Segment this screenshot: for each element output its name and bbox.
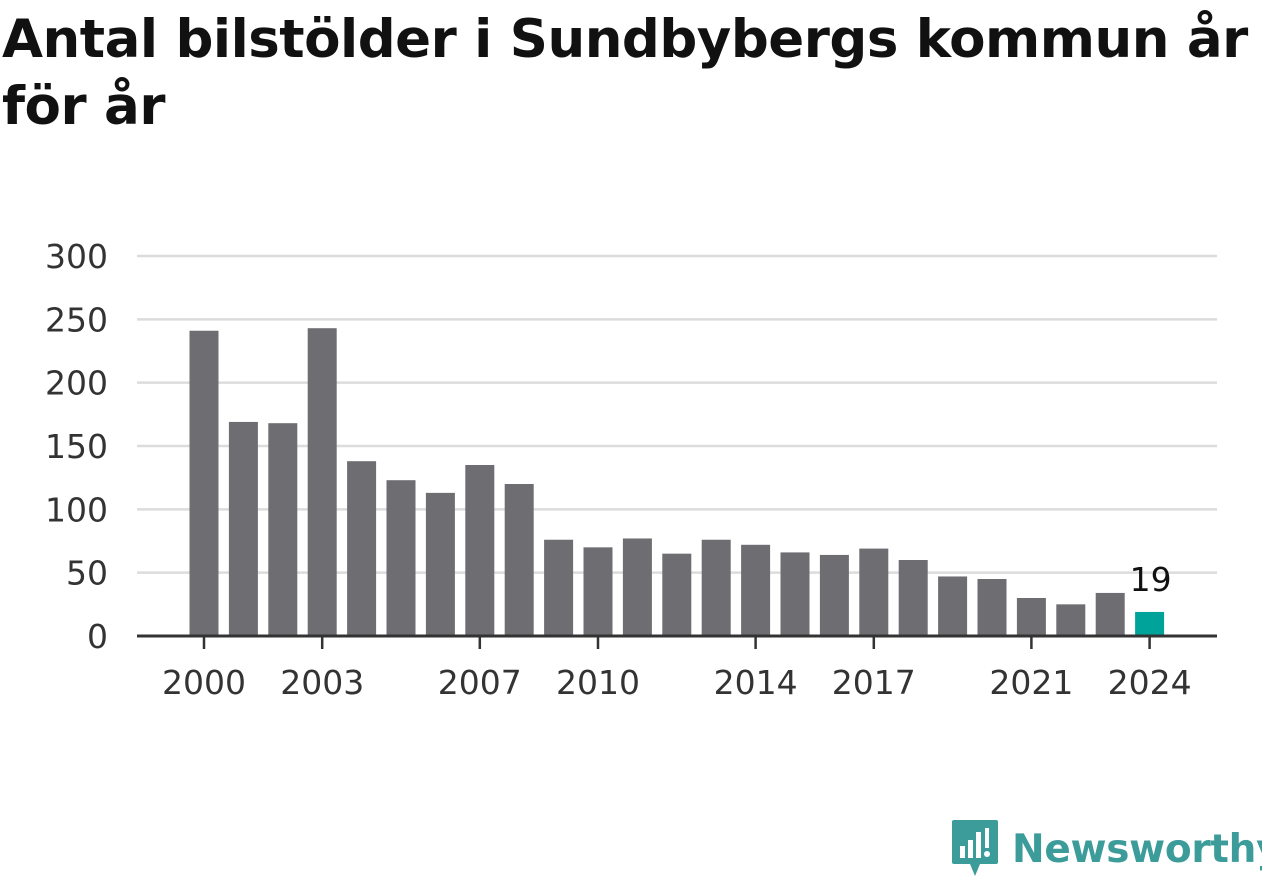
bar-2000 <box>189 330 219 636</box>
x-tick-label-2024: 2024 <box>1108 663 1192 702</box>
bar-2011 <box>622 538 652 636</box>
bar-2015 <box>780 552 810 636</box>
x-tick-label-2021: 2021 <box>989 663 1073 702</box>
bar-2013 <box>701 539 731 636</box>
bar-2022 <box>1056 604 1086 636</box>
x-tick-label-2010: 2010 <box>556 663 640 702</box>
newsworthy-logo-icon <box>952 820 998 876</box>
annotations: 19 <box>1130 560 1172 599</box>
bar-2021 <box>1016 598 1046 636</box>
y-tick-label-250: 250 <box>45 300 108 339</box>
bar-2010 <box>583 547 613 636</box>
chart-title: Antal bilstölder i Sundbybergs kommun år… <box>2 9 1248 137</box>
bar-2018 <box>898 560 928 636</box>
bar-2009 <box>544 539 574 636</box>
x-tick-label-2017: 2017 <box>832 663 916 702</box>
bar-2002 <box>268 423 298 636</box>
x-tick-label-2000: 2000 <box>162 663 246 702</box>
y-tick-label-150: 150 <box>45 427 108 466</box>
bar-2024 <box>1135 611 1165 636</box>
y-tick-label-100: 100 <box>45 490 108 529</box>
bar-2004 <box>347 461 377 636</box>
bars <box>189 328 1165 636</box>
bar-2007 <box>465 465 495 636</box>
y-axis-labels: 0 50 100 150 200 250 300 <box>45 237 108 656</box>
bar-2017 <box>859 548 889 636</box>
bar-2023 <box>1095 592 1125 636</box>
bar-2019 <box>938 576 968 636</box>
x-tick-label-2003: 2003 <box>280 663 364 702</box>
y-tick-label-200: 200 <box>45 364 108 403</box>
newsworthy-brand: Newsworthy <box>950 818 1262 880</box>
bar-2016 <box>819 554 849 636</box>
bar-2008 <box>504 484 534 636</box>
brand-name: Newsworthy <box>1012 826 1262 872</box>
bar-2003 <box>307 328 337 636</box>
bar-2012 <box>662 553 692 636</box>
bar-2006 <box>425 492 455 636</box>
bar-2001 <box>228 421 258 636</box>
bar-2014 <box>741 544 771 636</box>
x-tick-label-2014: 2014 <box>714 663 798 702</box>
y-tick-label-50: 50 <box>66 554 108 593</box>
y-tick-label-0: 0 <box>87 617 108 656</box>
bar-2005 <box>386 480 416 636</box>
highlight-value-label: 19 <box>1130 560 1172 599</box>
x-tick-label-2007: 2007 <box>438 663 522 702</box>
bar-2020 <box>977 579 1007 636</box>
gridlines <box>137 254 1217 574</box>
x-axis: 2000 2003 2007 2010 2014 2017 2021 2024 <box>137 634 1217 702</box>
y-tick-label-300: 300 <box>45 237 108 276</box>
